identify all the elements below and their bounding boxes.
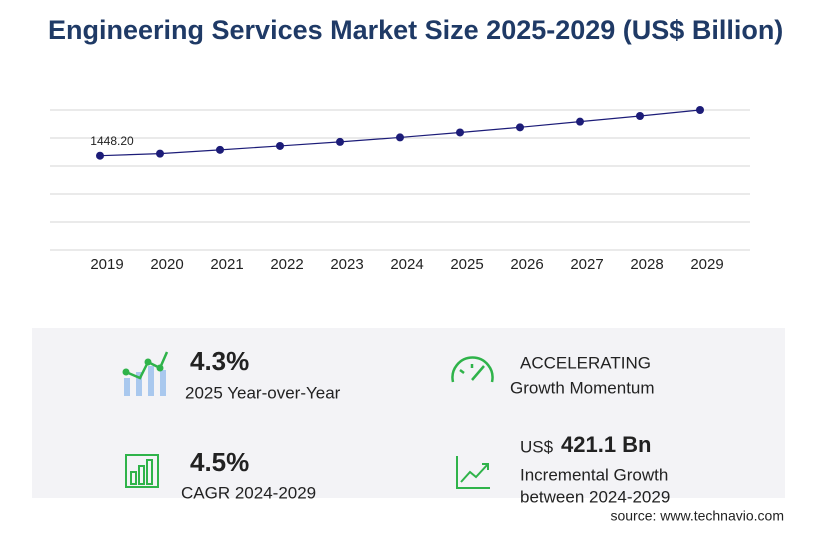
marker <box>456 128 464 137</box>
marker <box>396 133 404 142</box>
x-tick-label: 2025 <box>450 256 483 273</box>
x-tick-label: 2023 <box>330 256 363 273</box>
marker <box>516 123 524 132</box>
x-tick-label: 2021 <box>210 256 243 273</box>
x-tick-label: 2027 <box>570 256 603 273</box>
x-tick-label: 2019 <box>90 256 123 273</box>
x-tick-label: 2022 <box>270 256 303 273</box>
stat-label: 2025 Year-over-Year <box>185 383 341 402</box>
icon-bar-chart <box>125 454 159 488</box>
x-tick-label: 2020 <box>150 256 183 273</box>
marker <box>576 117 584 126</box>
x-tick-label: 2024 <box>390 256 423 273</box>
marker <box>96 151 104 160</box>
stat-value: 421.1 Bn <box>561 432 652 457</box>
stat-label: between 2024-2029 <box>520 487 670 506</box>
stat-prefix: US$ <box>520 437 554 456</box>
marker <box>276 141 284 150</box>
stat-label: CAGR 2024-2029 <box>181 483 316 502</box>
x-tick-label: 2029 <box>690 256 723 273</box>
plot: 2019 2020 2021 2022 2023 2024 2025 2026 2027 2028… <box>90 106 724 273</box>
stat-value: ACCELERATING <box>520 353 651 372</box>
marker <box>216 145 224 154</box>
grid <box>50 109 750 251</box>
icon-growth-line <box>456 456 490 489</box>
marker <box>156 149 164 158</box>
icon-gauge <box>451 356 494 383</box>
line <box>99 109 701 157</box>
x-tick-label: 2028 <box>630 256 663 273</box>
source: source: www.technavio.com <box>610 508 784 524</box>
data-label: 1448.20 <box>90 134 134 148</box>
stat-label: Incremental Growth <box>520 465 668 484</box>
x-tick-label: 2026 <box>510 256 543 273</box>
stat-label: Growth Momentum <box>510 378 655 397</box>
marker <box>336 137 344 146</box>
chart-title: Engineering Services Market Size 2025-20… <box>48 15 783 45</box>
marker <box>636 111 644 120</box>
marker <box>696 106 704 114</box>
stat-value: 4.3% <box>190 346 249 376</box>
icon-bars-growth <box>122 351 169 396</box>
stat-value: 4.5% <box>190 447 249 477</box>
